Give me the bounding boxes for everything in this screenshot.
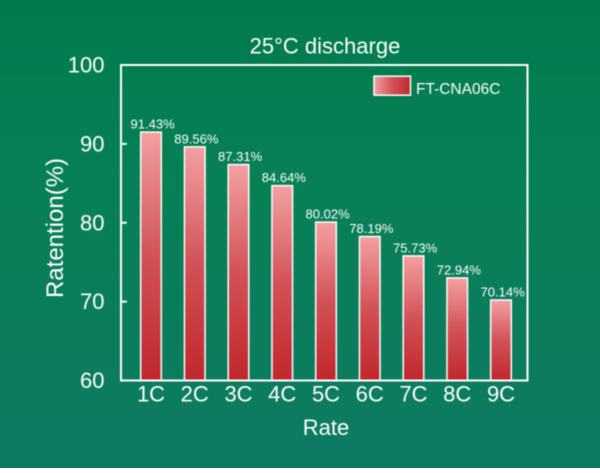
svg-text:72.94%: 72.94%: [437, 262, 482, 277]
svg-text:3C: 3C: [224, 381, 252, 406]
svg-text:80.02%: 80.02%: [306, 206, 351, 221]
svg-text:5C: 5C: [312, 381, 340, 406]
svg-text:9C: 9C: [487, 381, 515, 406]
svg-text:6C: 6C: [356, 381, 384, 406]
svg-text:91.43%: 91.43%: [131, 117, 176, 132]
svg-text:8C: 8C: [443, 381, 471, 406]
svg-text:1C: 1C: [137, 381, 165, 406]
svg-text:7C: 7C: [399, 381, 427, 406]
svg-text:78.19%: 78.19%: [349, 221, 394, 236]
svg-text:70.14%: 70.14%: [481, 284, 526, 299]
svg-text:70: 70: [80, 289, 104, 314]
svg-text:80: 80: [80, 210, 104, 235]
svg-text:25°C discharge: 25°C discharge: [250, 34, 401, 59]
svg-text:4C: 4C: [268, 381, 296, 406]
svg-text:100: 100: [68, 53, 105, 78]
svg-text:Rate: Rate: [303, 415, 349, 440]
svg-text:Ratention(%): Ratention(%): [42, 158, 69, 298]
svg-text:FT-CNA06C: FT-CNA06C: [416, 81, 500, 98]
svg-text:2C: 2C: [181, 381, 209, 406]
svg-text:60: 60: [80, 368, 104, 393]
svg-text:90: 90: [80, 131, 104, 156]
svg-text:84.64%: 84.64%: [262, 170, 307, 185]
svg-text:87.31%: 87.31%: [218, 149, 263, 164]
svg-text:75.73%: 75.73%: [393, 240, 438, 255]
svg-text:89.56%: 89.56%: [174, 131, 219, 146]
